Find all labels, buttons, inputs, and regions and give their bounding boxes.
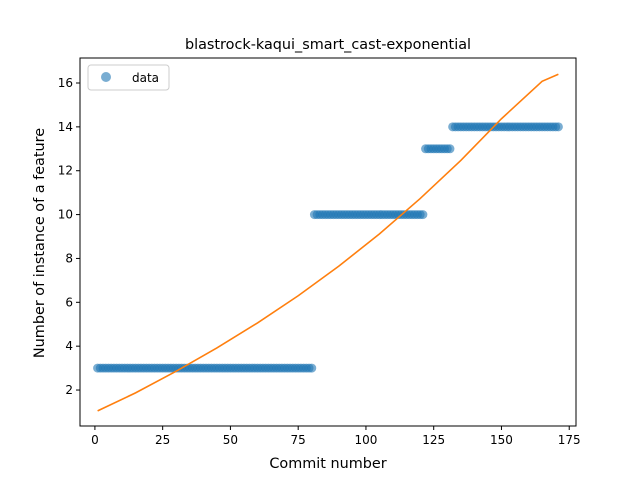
x-tick-label: 75 [291, 433, 306, 447]
y-tick-label: 4 [65, 339, 73, 353]
legend: data [87, 64, 170, 91]
axes-frame [79, 57, 577, 427]
y-tick-label: 16 [58, 76, 73, 90]
y-tick-label: 6 [65, 295, 73, 309]
x-axis-label: Commit number [269, 456, 386, 472]
legend-label-data: data [132, 71, 159, 85]
chart-title: blastrock-kaqui_smart_cast-exponential [185, 37, 471, 53]
data-point [418, 210, 428, 220]
y-tick-label: 10 [58, 208, 73, 222]
y-tick-label: 12 [58, 164, 73, 178]
y-axis-label: Number of instance of a feature [32, 128, 48, 358]
plot-area: 0 25 50 75 100 125 150 175 2 4 6 8 10 12 14 16 [58, 57, 581, 447]
x-tick-label: 125 [422, 433, 445, 447]
legend-marker-data [101, 72, 111, 82]
legend-box [87, 64, 170, 91]
data-point [553, 122, 563, 132]
x-tick-label: 150 [490, 433, 513, 447]
x-tick-label: 175 [558, 433, 581, 447]
y-tick-label: 14 [58, 120, 73, 134]
data-point [307, 363, 317, 373]
fit-line [97, 73, 559, 412]
y-tick-label: 8 [65, 251, 73, 265]
data-point [445, 144, 455, 154]
x-tick-label: 100 [354, 433, 377, 447]
x-tick-label: 50 [223, 433, 238, 447]
x-tick-label: 0 [91, 433, 99, 447]
x-tick-label: 25 [155, 433, 170, 447]
y-tick-label: 2 [65, 383, 73, 397]
